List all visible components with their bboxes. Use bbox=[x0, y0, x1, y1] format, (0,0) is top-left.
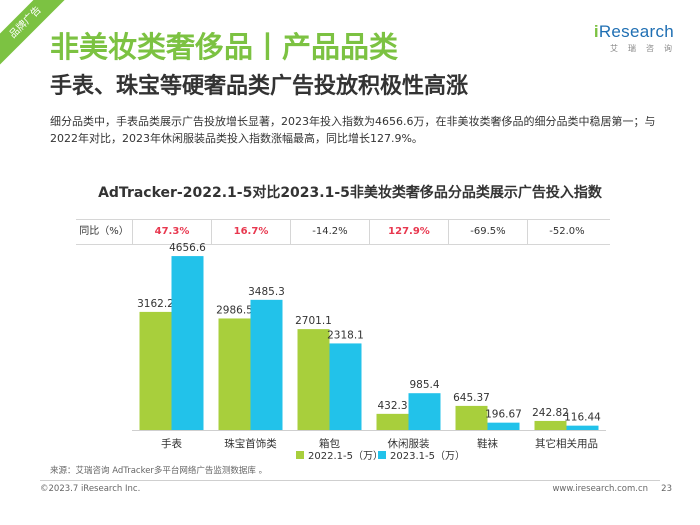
data-label: 2986.5 bbox=[216, 304, 253, 316]
page-subtitle: 手表、珠宝等硬奢品类广告投放积极性高涨 bbox=[50, 74, 469, 99]
category-label: 箱包 bbox=[319, 437, 340, 450]
data-label: 645.37 bbox=[453, 392, 490, 404]
copyright: ©2023.7 iResearch Inc. bbox=[40, 484, 141, 494]
data-label: 2701.1 bbox=[295, 315, 332, 327]
category-label: 手表 bbox=[161, 437, 182, 450]
data-label: 196.67 bbox=[485, 409, 522, 421]
logo-subtitle: 艾瑞咨询 bbox=[610, 44, 682, 53]
bar-2023 bbox=[250, 299, 283, 430]
chart-title: AdTracker-2022.1-5对比2023.1-5非美妆类奢侈品分品类展示… bbox=[98, 185, 602, 201]
page-title: 非美妆类奢侈品丨产品品类 bbox=[50, 30, 399, 64]
category-label: 珠宝首饰类 bbox=[224, 437, 277, 450]
data-label: 4656.6 bbox=[169, 242, 206, 254]
page-number: 23 bbox=[661, 484, 672, 494]
legend-label: 2023.1-5（万） bbox=[390, 450, 465, 462]
data-label: 116.44 bbox=[564, 412, 601, 424]
bar-2022 bbox=[376, 413, 409, 430]
data-label: 985.4 bbox=[409, 379, 439, 391]
iresearch-logo: iResearch 艾瑞咨询 bbox=[594, 22, 674, 54]
category-label: 休闲服装 bbox=[388, 437, 430, 450]
bar-2022 bbox=[534, 420, 567, 430]
data-label: 3485.3 bbox=[248, 286, 285, 298]
category-label: 鞋袜 bbox=[477, 437, 498, 450]
data-label: 432.3 bbox=[377, 400, 407, 412]
yoy-cell: -69.5% bbox=[448, 220, 527, 244]
yoy-cell: 127.9% bbox=[369, 220, 448, 244]
bar-2023 bbox=[566, 425, 599, 430]
bar-2022 bbox=[139, 311, 172, 430]
yoy-row: 同比（%） 47.3% 16.7% -14.2% 127.9% -69.5% -52.0% bbox=[76, 219, 610, 245]
bar-2022 bbox=[297, 329, 330, 430]
website: www.iresearch.com.cn bbox=[552, 484, 648, 494]
data-label: 3162.2 bbox=[137, 298, 174, 310]
footer-divider bbox=[40, 480, 660, 481]
legend-swatch bbox=[378, 451, 386, 459]
yoy-cell: 47.3% bbox=[132, 220, 211, 244]
yoy-label: 同比（%） bbox=[79, 226, 129, 237]
yoy-cell: -14.2% bbox=[290, 220, 369, 244]
yoy-cell: -52.0% bbox=[527, 220, 606, 244]
legend-label: 2022.1-5（万） bbox=[308, 450, 383, 462]
logo-word: Research bbox=[598, 22, 674, 41]
yoy-cell: 16.7% bbox=[211, 220, 290, 244]
description: 细分品类中，手表品类展示广告投放增长显著，2023年投入指数为4656.6万，在… bbox=[50, 115, 656, 145]
logo-i: i bbox=[593, 22, 599, 41]
source-note: 来源：艾瑞咨询 AdTracker多平台网络广告监测数据库 。 bbox=[50, 466, 268, 476]
bar-2022 bbox=[218, 318, 251, 430]
bar-2023 bbox=[408, 393, 441, 430]
legend-swatch bbox=[296, 451, 304, 459]
bar-2022 bbox=[455, 405, 488, 430]
data-label: 2318.1 bbox=[327, 329, 364, 341]
bar-2023 bbox=[487, 422, 520, 430]
data-label: 242.82 bbox=[532, 407, 569, 419]
category-label: 其它相关用品 bbox=[535, 437, 598, 450]
bar-2023 bbox=[329, 343, 362, 430]
bar-2023 bbox=[171, 256, 204, 430]
